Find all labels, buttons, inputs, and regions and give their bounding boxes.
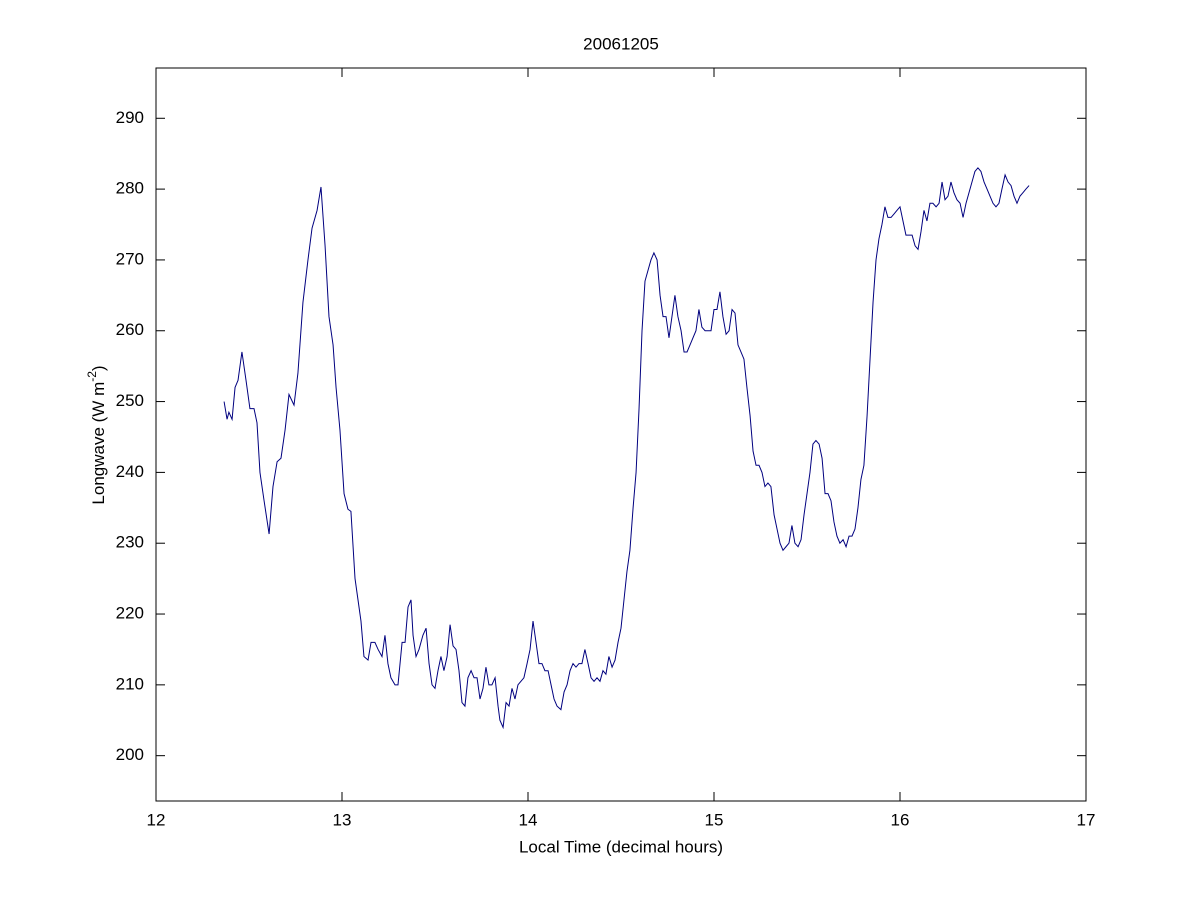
y-tick-label: 240 <box>116 462 144 481</box>
x-tick-label: 14 <box>519 810 538 829</box>
y-axis-label: Longwave (W m-2) <box>85 365 108 504</box>
chart-title: 20061205 <box>583 34 659 53</box>
y-tick-label: 270 <box>116 249 144 268</box>
x-tick-label: 16 <box>891 810 910 829</box>
y-tick-label: 220 <box>116 604 144 623</box>
y-tick-label: 250 <box>116 391 144 410</box>
y-tick-label: 230 <box>116 533 144 552</box>
y-tick-label: 260 <box>116 320 144 339</box>
plot-frame <box>155 67 1087 802</box>
x-tick-label: 15 <box>705 810 724 829</box>
y-axis-label-suffix: ) <box>89 365 108 371</box>
y-tick-label: 210 <box>116 674 144 693</box>
x-tick-label: 12 <box>147 810 166 829</box>
x-axis-label: Local Time (decimal hours) <box>519 837 723 856</box>
y-tick-label: 290 <box>116 108 144 127</box>
x-tick-label: 13 <box>333 810 352 829</box>
y-axis-label-superscript: -2 <box>85 371 99 382</box>
x-tick-label: 17 <box>1077 810 1096 829</box>
y-axis-label-text: Longwave (W m <box>89 382 108 505</box>
y-tick-label: 200 <box>116 745 144 764</box>
y-tick-label: 280 <box>116 179 144 198</box>
data-line <box>223 167 1030 730</box>
